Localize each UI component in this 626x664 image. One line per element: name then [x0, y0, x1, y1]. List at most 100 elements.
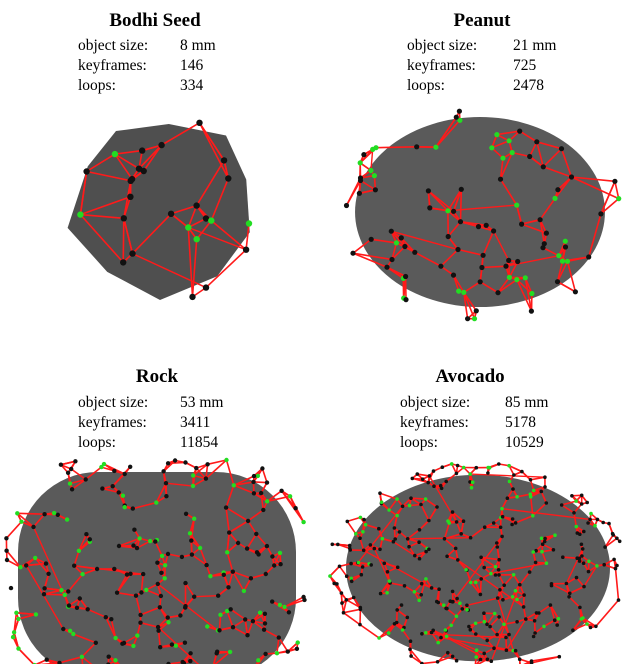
keyframe-node [418, 557, 422, 561]
keyframe-node [462, 466, 466, 470]
keyframe-node [31, 525, 35, 529]
keyframe-node [352, 596, 356, 600]
pose-graph-edge [19, 649, 35, 664]
keyframe-node [450, 462, 454, 466]
keyframe-node [419, 503, 423, 507]
keyframe-node [265, 480, 269, 484]
keyframe-node [518, 583, 522, 587]
keyframe-node [458, 601, 462, 605]
keyframe-node-green [218, 613, 222, 617]
keyframe-node [580, 502, 584, 506]
panel: Avocadoobject size:85 mmkeyframes:5178lo… [328, 366, 621, 664]
object-render [4, 458, 306, 664]
keyframe-node-green [611, 533, 615, 537]
keyframe-node-green [482, 652, 486, 656]
keyframe-node [109, 617, 113, 621]
keyframe-node [104, 615, 108, 619]
keyframe-node-green [121, 494, 125, 498]
keyframe-node-green [570, 494, 574, 498]
keyframe-node-green [401, 505, 405, 509]
keyframe-node-green [191, 473, 195, 477]
keyframe-node-green [395, 514, 399, 518]
keyframe-node-green [138, 613, 142, 617]
keyframe-node [252, 474, 256, 478]
keyframe-node [571, 628, 575, 632]
keyframe-node-green [500, 507, 504, 511]
keyframe-node [77, 549, 81, 553]
keyframe-node [135, 633, 139, 637]
keyframe-node-green [444, 480, 448, 484]
keyframe-node [552, 548, 556, 552]
keyframe-node [12, 630, 16, 634]
keyframe-node [421, 477, 425, 481]
keyframe-node [80, 655, 84, 659]
keyframe-node-green [204, 563, 208, 567]
keyframe-node [445, 607, 449, 611]
keyframe-node [502, 583, 506, 587]
keyframe-node [204, 476, 208, 480]
keyframe-node [483, 620, 487, 624]
keyframe-node [504, 636, 508, 640]
keyframe-node [139, 590, 143, 594]
row-label: loops: [407, 77, 445, 94]
pose-graph-edge [347, 521, 356, 533]
keyframe-node-green [369, 237, 374, 242]
keyframe-node-green [508, 480, 512, 484]
keyframe-node-green [510, 150, 515, 155]
figure-canvas: Bodhi Seedobject size:8 mmkeyframes:146l… [0, 0, 626, 664]
keyframe-node [243, 247, 249, 253]
keyframe-node [389, 229, 394, 234]
keyframe-node [563, 239, 568, 244]
keyframe-node-green [166, 552, 170, 556]
keyframe-node [456, 289, 461, 294]
keyframe-node-green [468, 472, 472, 476]
keyframe-node [288, 494, 292, 498]
keyframe-node-green [451, 655, 455, 659]
keyframe-node-green [572, 511, 576, 515]
keyframe-node-green [467, 625, 471, 629]
keyframe-node [514, 277, 519, 282]
row-value: 334 [180, 77, 204, 94]
keyframe-node [158, 605, 162, 609]
keyframe-node-green [72, 564, 76, 568]
keyframe-node [196, 120, 202, 126]
keyframe-node-green [362, 518, 366, 522]
keyframe-node [84, 477, 88, 481]
keyframe-node [403, 274, 408, 279]
keyframe-node-green [144, 588, 148, 592]
row-label: object size: [400, 394, 470, 411]
row-value: 5178 [505, 414, 536, 431]
keyframe-node [542, 625, 546, 629]
keyframe-node [383, 562, 387, 566]
keyframe-node [153, 539, 157, 543]
keyframe-node-green [544, 231, 549, 236]
keyframe-node [557, 617, 561, 621]
keyframe-node [435, 505, 439, 509]
keyframe-node [278, 551, 282, 555]
pose-graph-edge [282, 491, 296, 508]
keyframe-node [409, 496, 413, 500]
keyframe-node-green [593, 524, 597, 528]
keyframe-node [587, 570, 591, 574]
keyframe-node [112, 567, 116, 571]
keyframe-node [488, 466, 492, 470]
keyframe-node-green [479, 593, 483, 597]
keyframe-node [4, 549, 8, 553]
panel: Bodhi Seedobject size:8 mmkeyframes:146l… [68, 10, 253, 300]
keyframe-node-green [189, 294, 195, 300]
pose-graph-edge [344, 613, 361, 625]
keyframe-node-green [348, 548, 352, 552]
pose-graph-edge [461, 189, 462, 221]
keyframe-node [494, 573, 498, 577]
keyframe-node-green [500, 535, 504, 539]
keyframe-node [156, 629, 160, 633]
keyframe-node-green [455, 247, 460, 252]
keyframe-node [441, 465, 445, 469]
pose-graph-edge [220, 615, 221, 631]
keyframe-node [479, 556, 483, 560]
keyframe-node [125, 572, 129, 576]
keyframe-node [270, 554, 274, 558]
keyframe-node [456, 558, 460, 562]
keyframe-node [528, 570, 532, 574]
keyframe-node [426, 481, 430, 485]
